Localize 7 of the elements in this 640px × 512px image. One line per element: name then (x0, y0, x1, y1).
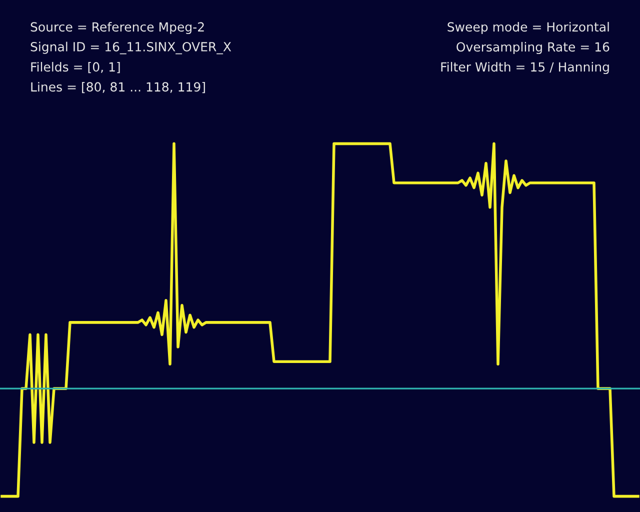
text: Lines = [80, 81 ... 118, 119] (31, 82, 205, 94)
text: Filelds = [0, 1] (31, 62, 120, 74)
source-note: Source = Reference Mpeg-2 (30, 22, 204, 34)
text: Oversampling Rate = 16 (456, 42, 610, 54)
text: Filter Width = 15 / Hanning (441, 62, 609, 74)
text: Sweep mode = Horizontal (448, 22, 609, 34)
text: Signal ID = 16_11.SINX_OVER_X (30, 42, 232, 54)
